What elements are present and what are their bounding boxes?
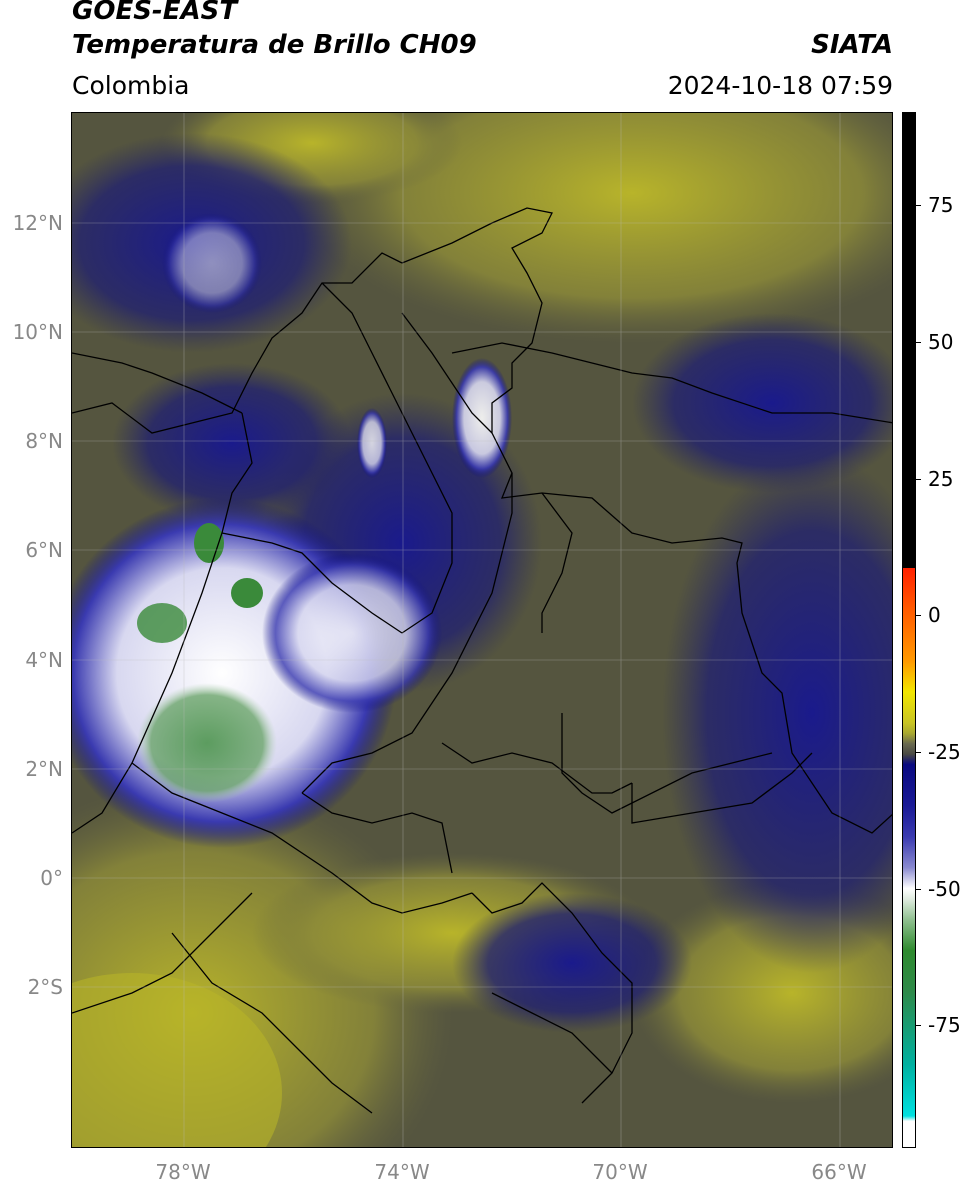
region-label: Colombia	[72, 71, 190, 100]
colorbar-tick: -25	[928, 740, 961, 764]
lon-tick: 74°W	[374, 1160, 430, 1184]
colorbar-tick-mark	[916, 1025, 921, 1026]
lat-tick: 12°N	[12, 211, 63, 235]
product-title: Temperatura de Brillo CH09	[72, 30, 477, 60]
colorbar-tick: -50	[928, 877, 961, 901]
lat-tick: 8°N	[25, 429, 63, 453]
lat-tick: 2°S	[27, 975, 63, 999]
datetime-label: 2024-10-18 07:59	[667, 71, 893, 100]
lat-tick: 10°N	[12, 320, 63, 344]
lat-tick: 4°N	[25, 648, 63, 672]
colorbar-tick-mark	[916, 615, 921, 616]
satellite-map	[71, 112, 893, 1148]
lat-tick: 0°	[40, 866, 63, 890]
brightness-temperature-image	[72, 113, 892, 1147]
lon-tick: 66°W	[811, 1160, 867, 1184]
lat-tick: 2°N	[25, 757, 63, 781]
colorbar-tick: 0	[928, 603, 941, 627]
lon-tick: 78°W	[155, 1160, 211, 1184]
colorbar-tick: 50	[928, 330, 954, 354]
colorbar-tick-mark	[916, 479, 921, 480]
colorbar-tick: 75	[928, 193, 954, 217]
colorbar-tick-mark	[916, 889, 921, 890]
source-label: SIATA	[811, 30, 893, 60]
colorbar-tick: 25	[928, 467, 954, 491]
colorbar	[902, 112, 916, 1148]
lon-tick: 70°W	[592, 1160, 648, 1184]
colorbar-tick-mark	[916, 752, 921, 753]
colorbar-tick: -75	[928, 1013, 961, 1037]
colorbar-tick-mark	[916, 342, 921, 343]
satellite-title: GOES-EAST	[72, 0, 238, 26]
lat-tick: 6°N	[25, 538, 63, 562]
colorbar-tick-mark	[916, 205, 921, 206]
